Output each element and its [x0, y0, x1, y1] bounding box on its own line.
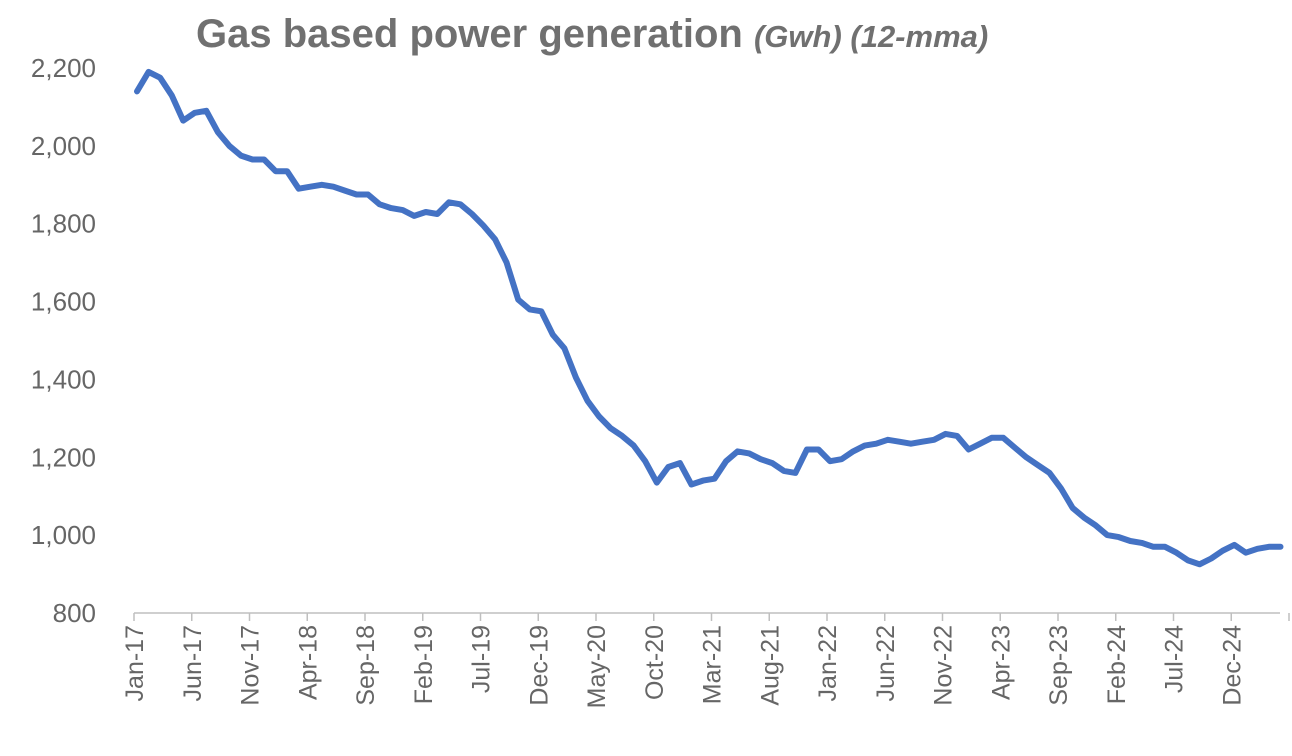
x-tick-label: Jul-24	[1161, 625, 1189, 693]
y-tick-label: 800	[53, 598, 96, 628]
x-tick-label: Sep-18	[352, 625, 380, 706]
y-tick-label: 2,000	[31, 131, 96, 161]
x-tick-label: Dec-24	[1218, 625, 1246, 706]
x-tick-label: Feb-24	[1103, 625, 1131, 704]
x-tick-label: Nov-17	[237, 625, 265, 706]
chart-title-text: Gas based power generation	[196, 12, 743, 56]
x-tick-label: Aug-21	[756, 625, 784, 706]
x-tick-label: May-20	[583, 625, 611, 708]
x-tick-label: Mar-21	[699, 625, 727, 704]
y-tick-label: 1,000	[31, 520, 96, 550]
chart-title-units: (Gwh) (12-mma)	[753, 19, 989, 54]
y-tick-label: 1,400	[31, 364, 96, 394]
x-tick-label: Oct-20	[641, 625, 669, 700]
y-axis: 800 1,000 1,200 1,400 1,600 1,800 2,000 2,200	[31, 53, 96, 628]
x-tick-label: Feb-19	[410, 625, 438, 704]
x-tick-label: Apr-23	[987, 625, 1015, 700]
x-tick-label: Apr-18	[294, 625, 322, 700]
x-tick-label: Sep-23	[1045, 625, 1073, 706]
x-tick-label: Nov-22	[930, 625, 958, 706]
y-tick-label: 1,200	[31, 442, 96, 472]
x-tick-label: Dec-19	[525, 625, 553, 706]
x-tick-label: Jan-17	[121, 625, 149, 701]
series-group	[134, 68, 1284, 568]
x-tick-label: Jul-19	[468, 625, 496, 693]
y-tick-label: 1,600	[31, 287, 96, 317]
x-axis: Jan-17 Jun-17 Nov-17 Apr-18 Sep-18 Feb-19 Jul-…	[121, 612, 1290, 708]
x-tick-label: Jan-22	[814, 625, 842, 701]
x-tick-label: Jun-22	[872, 625, 900, 701]
y-tick-label: 1,800	[31, 209, 96, 239]
series-line	[134, 68, 1284, 568]
x-tick-label: Jun-17	[179, 625, 207, 701]
y-tick-label: 2,200	[31, 53, 96, 83]
